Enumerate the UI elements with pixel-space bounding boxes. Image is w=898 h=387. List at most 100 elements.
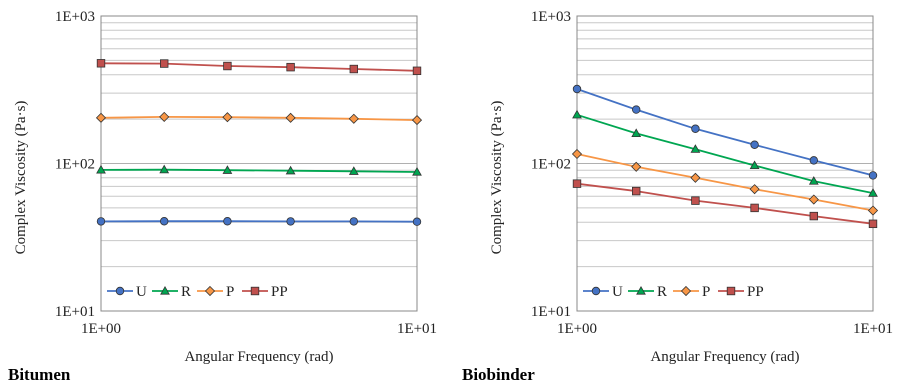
y-tick-labels: 1E+01 1E+02 1E+03: [531, 9, 571, 320]
data-point-pp: [809, 211, 819, 221]
data-point-u: [223, 217, 232, 226]
series-u: [572, 84, 878, 180]
data-point-u: [349, 217, 359, 226]
series-line-p: [576, 153, 874, 212]
legend-label-pp: PP: [747, 284, 764, 300]
legend-marker-u: [115, 286, 125, 296]
data-point-p: [285, 112, 296, 123]
data-point-r: [412, 166, 422, 176]
series-pp: [572, 179, 878, 229]
data-point-u: [691, 124, 700, 133]
series-p: [95, 111, 423, 126]
series-line-r: [100, 168, 418, 173]
data-point-u: [809, 156, 819, 165]
panel-label-bitumen: Bitumen: [8, 365, 71, 384]
legend: U R P PP: [107, 284, 288, 300]
data-point-r: [572, 109, 582, 119]
x-axis-label: Angular Frequency (rad): [184, 349, 333, 365]
data-point-u: [572, 84, 582, 94]
y-tick-label: 1E+01: [55, 304, 95, 320]
series-r: [96, 164, 422, 176]
plot-area: [100, 15, 418, 312]
data-point-pp: [868, 219, 878, 229]
data-point-r: [159, 164, 170, 174]
series-line-pp: [100, 62, 418, 72]
data-point-p: [348, 113, 359, 124]
data-point-pp: [750, 203, 759, 213]
data-point-r: [96, 164, 106, 174]
data-point-p: [95, 112, 107, 123]
data-point-pp: [286, 62, 295, 72]
legend-label-p: P: [226, 284, 234, 300]
series-layer: [95, 59, 423, 226]
legend-marker-r: [636, 285, 646, 295]
data-point-r: [348, 166, 359, 175]
data-point-pp: [96, 59, 106, 68]
legend-label-r: R: [657, 284, 667, 300]
data-point-pp: [632, 186, 641, 196]
x-axis-label: Angular Frequency (rad): [650, 349, 799, 365]
y-axis-label: Complex Viscosity (Pa·s): [13, 101, 29, 255]
series-line-p: [100, 115, 418, 121]
series-line-pp: [576, 182, 874, 225]
x-tick-label: 1E+00: [557, 321, 597, 337]
chart-biobinder: 1E+01 1E+02 1E+03 1E+00 1E+01 Angular Fr…: [462, 9, 893, 384]
data-point-pp: [349, 64, 359, 74]
legend-marker-p: [204, 285, 216, 297]
series-layer: [571, 84, 879, 229]
data-point-p: [867, 205, 879, 216]
data-point-p: [631, 161, 642, 172]
y-axis-label: Complex Viscosity (Pa·s): [489, 101, 505, 255]
x-tick-label: 1E+01: [397, 321, 437, 337]
gridlines: [101, 22, 417, 268]
y-tick-label: 1E+01: [531, 304, 571, 320]
data-point-u: [286, 217, 295, 226]
data-point-u: [632, 105, 641, 114]
data-point-r: [808, 176, 819, 185]
data-point-u: [750, 140, 759, 149]
legend-label-pp: PP: [271, 284, 288, 300]
y-tick-label: 1E+02: [55, 157, 95, 173]
legend-marker-pp: [250, 286, 260, 296]
y-tick-label: 1E+03: [531, 9, 571, 25]
legend-label-u: U: [612, 284, 623, 300]
series-p: [571, 148, 879, 216]
data-point-p: [808, 194, 819, 205]
x-tick-label: 1E+01: [853, 321, 893, 337]
y-tick-label: 1E+03: [55, 9, 95, 25]
panel-label-biobinder: Biobinder: [462, 365, 535, 384]
y-tick-label: 1E+02: [531, 157, 571, 173]
series-pp: [96, 59, 422, 76]
legend-label-r: R: [181, 284, 191, 300]
series-r: [572, 109, 878, 197]
data-point-pp: [572, 179, 582, 188]
data-point-u: [868, 171, 878, 180]
data-point-u: [96, 217, 106, 226]
x-tick-labels: 1E+00 1E+01: [81, 321, 437, 337]
data-point-r: [222, 165, 233, 174]
data-point-p: [749, 184, 760, 195]
plot-area: [576, 15, 874, 312]
series-line-r: [576, 113, 874, 194]
series-u: [96, 217, 422, 226]
x-tick-label: 1E+00: [81, 321, 121, 337]
legend-marker-pp: [726, 286, 736, 296]
data-point-p: [690, 172, 701, 183]
data-point-p: [159, 111, 170, 122]
data-point-u: [160, 217, 169, 226]
legend: U R P PP: [583, 284, 764, 300]
data-point-p: [571, 148, 583, 160]
series-line-u: [100, 220, 418, 223]
legend-marker-p: [680, 285, 692, 297]
data-point-r: [285, 165, 296, 175]
series-line-u: [576, 88, 874, 177]
legend-label-p: P: [702, 284, 710, 300]
data-point-r: [868, 188, 878, 197]
data-point-pp: [412, 66, 422, 76]
legend-marker-r: [160, 285, 170, 295]
data-point-pp: [223, 61, 232, 71]
data-point-pp: [160, 59, 169, 68]
x-tick-labels: 1E+00 1E+01: [557, 321, 893, 337]
legend-marker-u: [591, 286, 601, 296]
